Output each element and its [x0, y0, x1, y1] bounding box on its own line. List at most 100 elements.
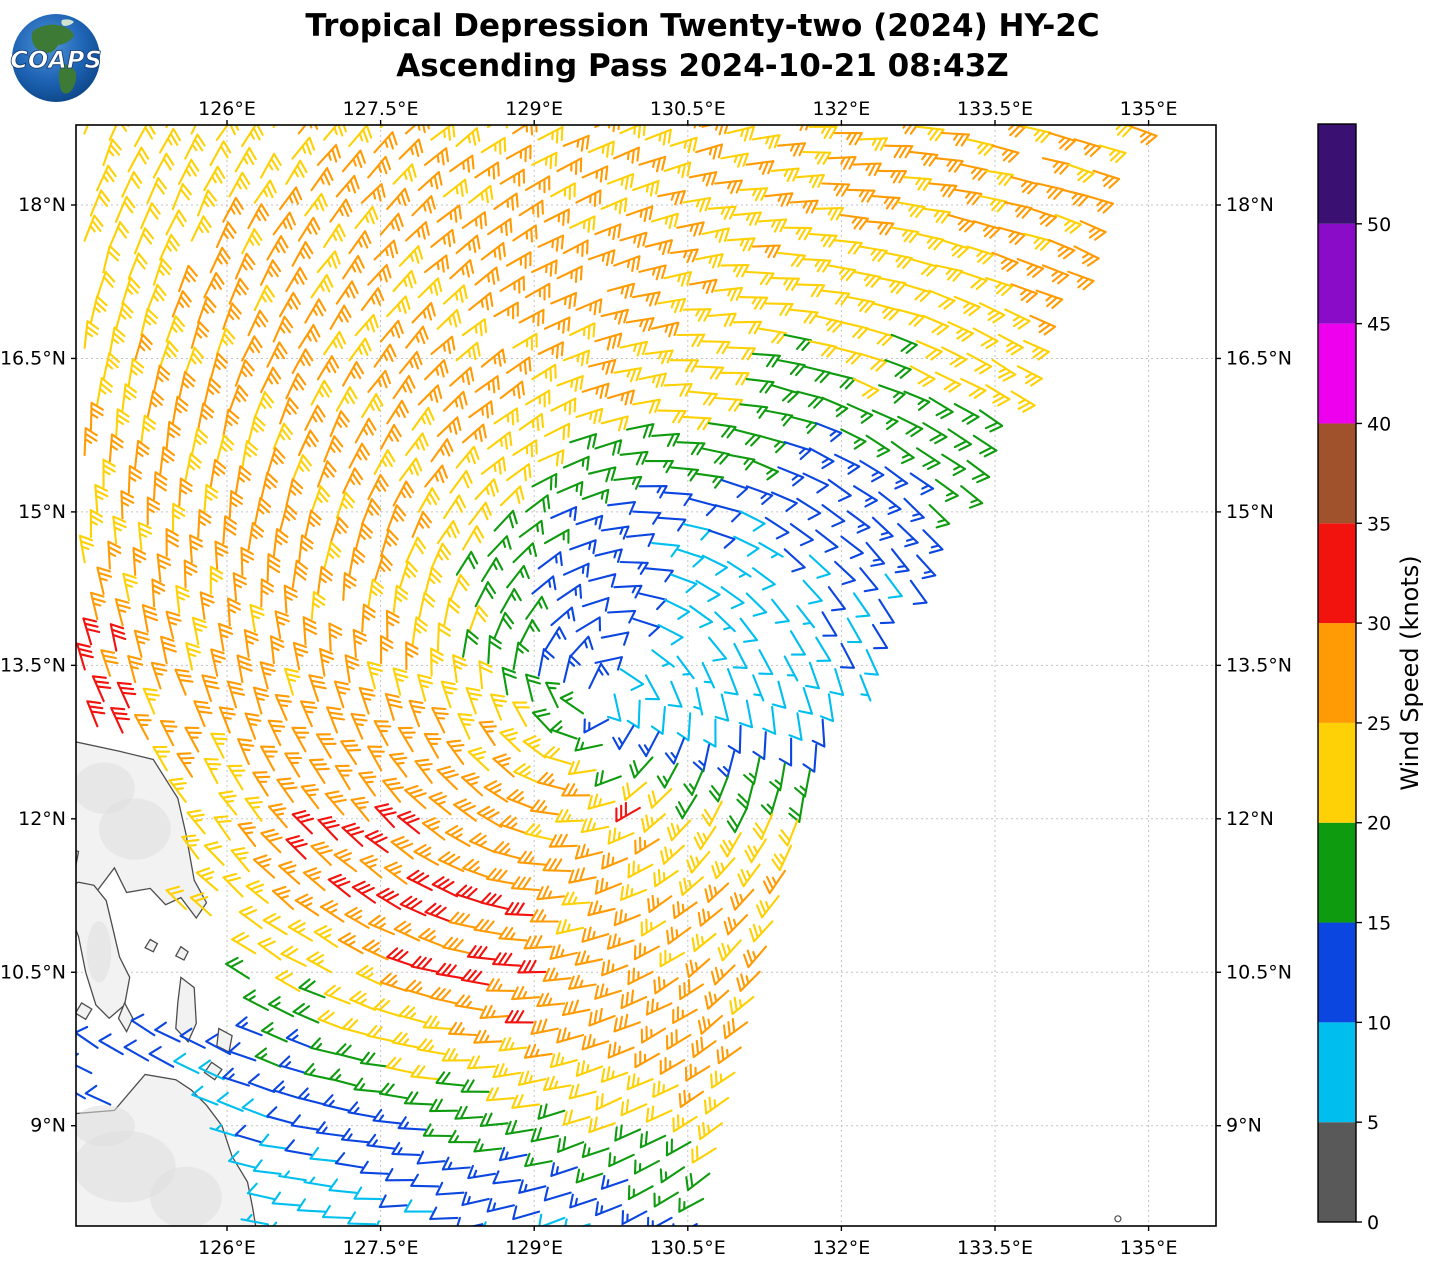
wind-barb [752, 674, 765, 702]
x-tick-label-top: 135°E [1120, 98, 1178, 120]
colorbar-tick-label: 0 [1367, 1212, 1379, 1234]
wind-barb [398, 560, 418, 589]
wind-barbs-layer [76, 125, 1158, 1226]
wind-barb [404, 784, 427, 810]
wind-barb [272, 528, 289, 557]
wind-barb [315, 733, 337, 759]
wind-barb [561, 783, 591, 797]
wind-barb [82, 617, 101, 646]
wind-barb [319, 647, 335, 677]
wind-barb [587, 793, 616, 810]
wind-barb [405, 641, 419, 671]
wind-barb [455, 234, 481, 255]
wind-barb [675, 794, 698, 820]
wind-barb [703, 1096, 730, 1115]
x-tick-label-top: 130.5°E [650, 98, 726, 120]
wind-barb [568, 1083, 597, 1100]
wind-barb [456, 1216, 484, 1226]
wind-barb [310, 841, 333, 866]
wind-barb [411, 616, 428, 646]
wind-barb [720, 263, 750, 278]
coastline-polygon [175, 976, 197, 1043]
terrain-shading [76, 1130, 176, 1203]
wind-barb [120, 490, 135, 520]
wind-barb [550, 606, 576, 627]
wind-barb [588, 466, 617, 483]
wind-barb [352, 628, 367, 658]
wind-barb [291, 348, 314, 375]
wind-barb [647, 787, 673, 809]
wind-barb [884, 359, 912, 379]
wind-barb [486, 867, 515, 885]
wind-barb [1130, 125, 1158, 146]
wind-barb [960, 485, 984, 509]
wind-barb [405, 536, 427, 564]
wind-barb [474, 375, 500, 394]
wind-barb [449, 366, 475, 387]
wind-barb [682, 523, 712, 541]
wind-barb [480, 557, 504, 583]
wind-barb [329, 410, 350, 438]
wind-barb [632, 291, 661, 307]
wind-barb [1086, 194, 1115, 214]
wind-barb [536, 992, 566, 1008]
wind-barb [852, 485, 878, 508]
wind-barb [334, 764, 353, 791]
wind-barb [498, 1146, 528, 1162]
wind-barb [789, 630, 806, 656]
wind-barb [423, 733, 442, 759]
wind-barb [672, 1006, 698, 1025]
wind-barb [78, 534, 95, 564]
wind-barb [323, 125, 347, 141]
wind-barb [244, 712, 262, 740]
wind-barb [165, 315, 186, 343]
wind-barb [739, 617, 759, 643]
wind-barb [416, 1150, 446, 1165]
wind-barb [184, 726, 203, 753]
wind-barb [545, 681, 561, 709]
wind-barb [197, 509, 212, 539]
wind-barb [732, 642, 748, 669]
wind-barb [141, 604, 159, 633]
wind-barb [323, 435, 344, 463]
wind-barb [625, 533, 655, 548]
wind-barb [1098, 144, 1127, 164]
wind-barb [815, 422, 843, 443]
wind-barb [561, 891, 591, 906]
wind-barb [278, 1170, 307, 1182]
wind-barb [758, 541, 784, 559]
wind-barb [474, 478, 499, 501]
wind-barb [272, 211, 296, 236]
wind-barb [360, 183, 386, 204]
wind-barb [127, 358, 145, 387]
y-tick-label-right: 18°N [1226, 194, 1274, 216]
wind-barb [416, 1038, 446, 1056]
wind-barb [672, 1114, 698, 1133]
wind-barb [903, 390, 931, 411]
wind-barb [127, 252, 148, 280]
wind-barb [474, 266, 500, 286]
wind-barb [600, 1066, 629, 1083]
wind-barb [410, 1064, 440, 1081]
wind-barb [685, 1172, 711, 1192]
wind-barb [127, 146, 150, 173]
wind-barb [266, 341, 288, 368]
wind-barb [619, 560, 649, 575]
wind-barb [121, 383, 138, 413]
wind-barb [348, 337, 372, 362]
small-island [1114, 1215, 1122, 1223]
wind-barb [423, 147, 450, 166]
wind-barb [303, 1062, 333, 1081]
wind-barb [247, 415, 266, 444]
wind-barb [991, 358, 1017, 382]
wind-barb [140, 202, 161, 230]
wind-barb [743, 756, 761, 785]
wind-barb [723, 914, 749, 936]
wind-barb [865, 434, 891, 458]
wind-barb [262, 912, 288, 936]
wind-barb [133, 125, 156, 148]
wind-barb [259, 1133, 288, 1150]
wind-barb [184, 452, 202, 482]
wind-barb [417, 170, 443, 192]
wind-barb [789, 523, 814, 547]
